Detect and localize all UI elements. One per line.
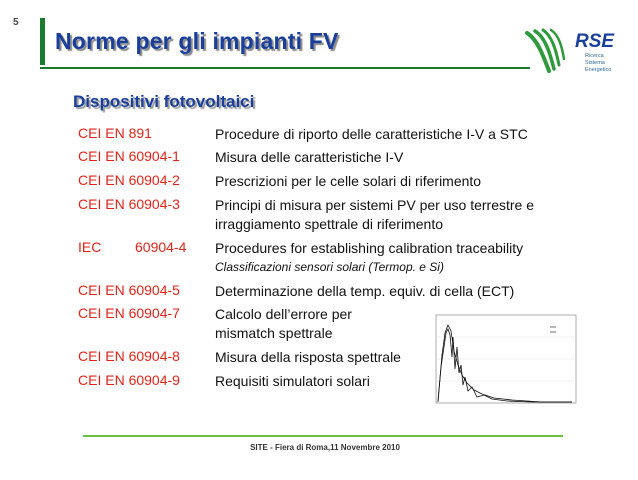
plot-gridlines [436,336,576,382]
rse-logo: RSE Ricerca Sistema Energetico [525,28,615,73]
standard-description-line-2: mismatch spettrale [215,325,333,341]
standard-code: CEI EN 60904-5 [78,282,180,298]
standard-description: Misura della risposta spettrale [215,349,401,365]
standard-code: CEI EN 60904-9 [78,372,180,388]
spectrum-curve-2 [437,324,572,403]
standard-description: Misura delle caratteristiche I-V [215,149,404,165]
standard-code: CEI EN 60904-2 [78,172,180,188]
standard-description-line-1: Principi di misura per sistemi PV per us… [215,197,534,213]
page-title: Norme per gli impianti FV [55,28,339,54]
standard-code: CEI EN 891 [78,125,152,141]
standard-code: CEI EN 60904-8 [78,348,180,364]
logo-subtext-2: Sistema [585,60,606,66]
title-accent-bar [40,18,45,65]
standard-description: Calcolo dell’errore per mismatch spettra… [215,305,352,343]
logo-subtext-1: Ricerca [585,53,605,59]
standard-description: Determinazione della temp. equiv. di cel… [215,283,515,299]
page-number: 5 [13,17,19,28]
standard-code: IEC 60904-4 [78,239,186,255]
standard-code-number: 60904-4 [135,239,187,255]
title-divider [40,67,530,69]
plot-legend [550,326,556,333]
logo-subtext-3: Energetico [585,67,611,73]
standard-code-prefix: IEC [78,239,102,255]
standard-code: CEI EN 60904-3 [78,196,180,212]
section-title: Dispositivi fotovoltaici [73,92,255,111]
standard-description: Procedure di riporto delle caratteristic… [215,126,528,142]
standard-code: CEI EN 60904-7 [78,305,180,321]
standard-description: Procedures for establishing calibration … [215,239,523,277]
spectrum-plot-image [435,314,577,404]
standard-description-line-1: Calcolo dell’errore per [215,306,352,322]
logo-swoosh-icon [525,28,566,73]
standard-description-line-1: Procedures for establishing calibration … [215,240,524,256]
standard-description: Prescrizioni per le celle solari di rife… [215,173,482,189]
standard-description-line-2: irraggiamento spettrale di riferimento [215,216,443,232]
footer-text: SITE - Fiera di Roma,11 Novembre 2010 [250,443,400,452]
standard-description-sub: Classificazioni sensori solari (Termop. … [215,260,444,274]
standard-description: Principi di misura per sistemi PV per us… [215,196,534,234]
standard-description: Requisiti simulatori solari [215,373,370,389]
standard-code: CEI EN 60904-1 [78,148,180,164]
footer-divider [83,435,563,437]
logo-text: RSE [575,31,615,52]
